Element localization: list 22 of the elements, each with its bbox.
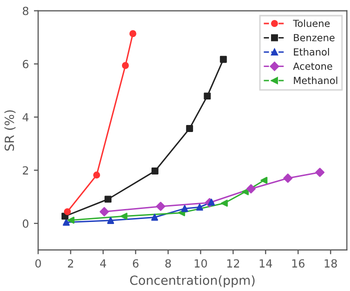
x-tick-label: 0 <box>35 259 41 268</box>
y-tick-label: 4 <box>22 113 28 122</box>
x-tick-label: 10 <box>194 259 207 268</box>
x-tick-label: 12 <box>227 259 240 268</box>
y-axis-title: SR (%) <box>4 110 16 151</box>
y-tick-label: 2 <box>22 166 28 174</box>
x-tick-label: 16 <box>292 259 304 268</box>
x-tick-label: 18 <box>324 259 337 268</box>
x-tick-label: 2 <box>68 259 74 268</box>
legend-label: Ethanol <box>294 48 329 56</box>
x-tick-label: 14 <box>260 259 272 268</box>
legend-label: Toluene <box>292 20 330 28</box>
y-tick-label: 8 <box>22 6 28 16</box>
y-tick-label: 0 <box>22 219 28 228</box>
legend-label: Benzene <box>294 34 335 42</box>
y-tick-label: 6 <box>22 60 28 68</box>
x-tick-label: 8 <box>165 259 171 268</box>
legend-label: Methanol <box>294 76 338 84</box>
x-tick-label: 4 <box>100 259 106 268</box>
legend-label: Acetone <box>293 62 332 70</box>
x-axis-title: Concentration(ppm) <box>130 275 255 288</box>
x-tick-label: 6 <box>132 259 138 268</box>
